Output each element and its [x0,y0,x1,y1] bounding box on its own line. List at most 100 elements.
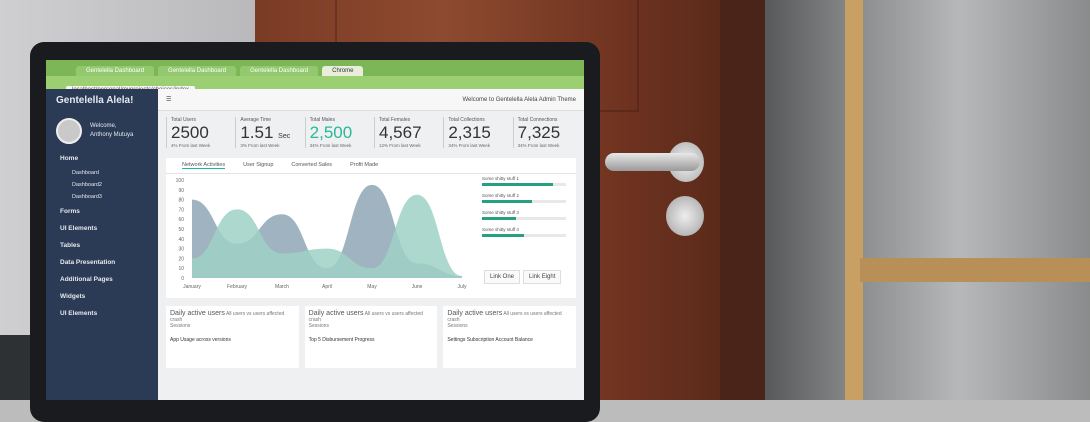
sidebar-nav: Home Dashboard Dashboard2 Dashboard3 Forms UI… [46,150,158,322]
y-tick-label: 100 [176,178,185,184]
progress-bar [482,183,566,186]
progress-label: Some shitty stuff 2 [482,193,519,198]
stat-label: Total Users [171,117,197,123]
stats-row: Total Users 2500 4% From last Week Average … [158,111,584,154]
x-tick-label: June [412,284,423,290]
sidebar-item[interactable]: Home [60,155,79,162]
stat-card: Total Males 2,500 34% From last Week [304,117,368,148]
stat-label: Total Connections [517,117,558,123]
welcome-text: Welcome, [90,123,117,129]
stat-number: 2,500 [309,123,353,142]
progress-list: Some shitty stuff 1 Some shitty stuff 2 So… [482,176,566,244]
sidebar-item[interactable]: Dashboard2 [72,182,102,188]
door-lock [666,196,704,236]
stat-number: 2500 [171,123,209,142]
y-tick-label: 20 [178,256,184,262]
stat-number: 2,315 [448,123,491,142]
sidebar-item[interactable]: Dashboard3 [72,194,102,200]
card-title: Daily active users [308,310,364,317]
browser-tab[interactable]: Gentelella Dashboard [158,66,237,76]
browser-tab[interactable]: Gentelella Dashboard [76,66,155,76]
panel-tab[interactable]: Profit Made [350,162,379,168]
address-bar: localhost/personal/myprojects/choices/in… [46,76,584,94]
panel-tab[interactable]: User Signup [243,162,274,168]
x-tick-label: February [227,284,248,290]
card-subtitle: Sessions [447,323,468,329]
stat-number: 4,567 [378,123,422,142]
stat-change: 34% From last Week [517,143,560,148]
stat-value: 2,315 [448,123,506,143]
stat-panel-card: Daily active users All users vs users af… [166,306,299,368]
stat-label: Total Collections [448,117,485,123]
card-subtitle: Sessions [170,323,191,329]
main-content: ☰ Welcome to Gentelella Alela Admin Theme… [158,89,584,400]
stat-panel-card: Daily active users All users vs users af… [304,306,438,368]
link-buttons: Link One Link Eight [484,270,562,284]
browser-tab[interactable]: Gentelella Dashboard [240,66,319,76]
y-tick-label: 70 [178,207,184,213]
card-row: Top 5 Disbursement Progress [308,337,375,343]
stat-value: 1.51 Sec [240,123,298,143]
progress-bar [482,234,566,237]
stat-change: 34% From last Week [448,143,490,148]
brand: Gentelella Alela! [56,95,134,106]
stat-value: 2,500 [310,123,368,143]
sidebar-item[interactable]: UI Elements [60,310,98,317]
panel-tab[interactable]: Network Activities [182,162,226,169]
y-tick-label: 80 [178,198,184,204]
stat-card: Total Collections 2,315 34% From last Week [443,117,506,148]
card-note: All users vs users affected crash [170,311,285,323]
hamburger-icon[interactable]: ☰ [166,97,172,103]
stat-card: Total Users 2500 4% From last Week [166,117,229,148]
area-chart: 0 10 20 30 40 50 60 70 80 90 100 January February Mar… [176,178,467,290]
card-row: Settings Subscription Account Balance [447,337,533,343]
shelf-post [845,0,863,400]
sidebar-item[interactable]: Additional Pages [60,276,113,283]
stat-number: 7,325 [517,123,561,142]
y-tick-label: 60 [178,217,184,223]
stat-panel-card: Daily active users All users vs users af… [443,306,577,368]
cards-row: Daily active users All users vs users af… [166,306,577,368]
shelf [860,258,1090,282]
glass-partition [765,0,1090,400]
user-name: Anthony Mutuya [90,132,134,138]
stat-number: 1.51 [240,123,274,142]
card-title: Daily active users [170,310,225,317]
stat-card: Total Connections 7,325 34% From last Week [512,117,576,148]
progress-fill [482,234,524,237]
stat-value: 4,567 [379,123,437,143]
stat-change: 12% From last Week [378,143,421,148]
card-subtitle: Sessions [308,323,329,329]
door-handle [605,153,700,171]
y-tick-label: 30 [178,247,184,253]
stat-change: 34% From last Week [309,143,352,148]
progress-label: Some shitty stuff 4 [482,227,519,232]
sidebar-item[interactable]: Dashboard [72,170,99,176]
stat-change: 3% From last Week [240,143,280,148]
sidebar-item[interactable]: Data Presentation [60,259,116,266]
stat-card: Total Females 4,567 12% From last Week [373,117,437,148]
sidebar-item[interactable]: Forms [60,208,80,215]
browser-tab[interactable]: Chrome [322,66,364,76]
y-tick-label: 0 [181,276,184,282]
link-button[interactable]: Link Eight [523,270,562,284]
progress-fill [482,217,516,220]
topbar: ☰ Welcome to Gentelella Alela Admin Theme [158,89,584,111]
sidebar-item[interactable]: Widgets [60,293,86,300]
link-button[interactable]: Link One [484,270,521,284]
welcome-banner: Welcome to Gentelella Alela Admin Theme [462,96,576,103]
sidebar-item[interactable]: Tables [60,242,81,249]
progress-bar [482,200,566,203]
sidebar-item[interactable]: UI Elements [60,225,98,232]
x-tick-label: May [367,284,377,290]
card-note: All users vs users affected crash [447,311,562,323]
stat-unit: Sec [278,133,291,140]
progress-bar [482,217,566,220]
progress-fill [482,183,554,186]
stat-label: Total Males [309,117,335,123]
network-activities-panel: Network Activities User Signup Converted S… [166,158,576,298]
y-tick-label: 40 [178,237,184,243]
panel-tab[interactable]: Converted Sales [291,162,333,168]
stat-label: Total Females [378,117,411,123]
y-tick-label: 10 [178,266,184,272]
